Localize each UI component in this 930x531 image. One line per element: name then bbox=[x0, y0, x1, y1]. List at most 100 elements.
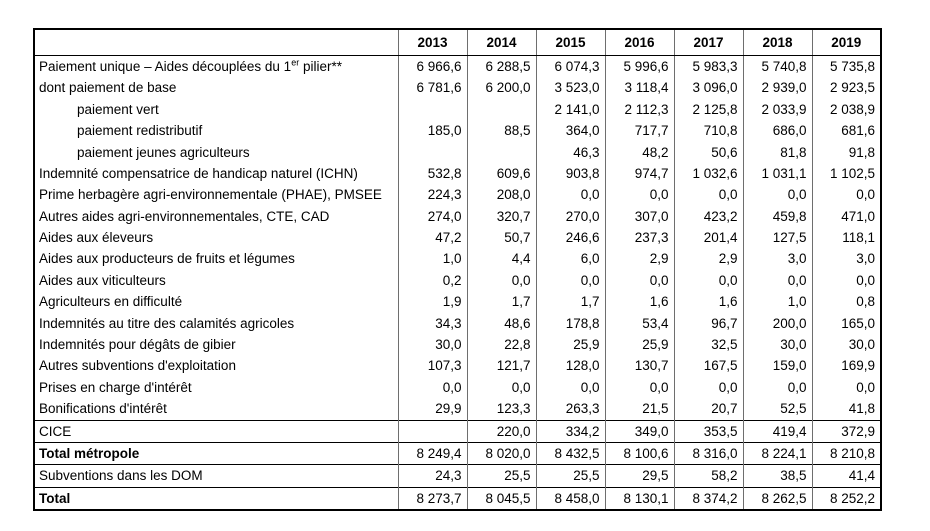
value-cell: 710,8 bbox=[673, 120, 743, 142]
value-cell: 22,8 bbox=[466, 334, 536, 356]
table-row: CICE 220,0 334,2 349,0 353,5 419,4 372,9 bbox=[34, 419, 881, 443]
value-cell: 3,0 bbox=[811, 248, 881, 270]
header-row: 2013 2014 2015 2016 2017 2018 2019 bbox=[34, 29, 881, 56]
value-cell: 96,7 bbox=[673, 312, 743, 335]
row-label-cell: paiement vert bbox=[77, 101, 159, 117]
value-cell: 8 316,0 bbox=[673, 442, 743, 465]
value-cell: 974,7 bbox=[604, 162, 674, 185]
table-row: Paiement unique – Aides découplées du 1e… bbox=[34, 55, 881, 78]
table-row: paiement redistributif 185,0 88,5 364,0 717,… bbox=[34, 120, 881, 142]
value-cell: 47,2 bbox=[397, 227, 467, 249]
value-cell bbox=[466, 98, 536, 121]
year-column-header: 2018 bbox=[742, 29, 812, 56]
value-cell: 532,8 bbox=[397, 162, 467, 185]
year-column-header: 2015 bbox=[535, 29, 605, 56]
value-cell: 34,3 bbox=[397, 312, 467, 335]
table-row: Indemnités au titre des calamités agrico… bbox=[34, 312, 881, 335]
value-cell: 2,9 bbox=[673, 248, 743, 270]
value-cell: 1 032,6 bbox=[673, 162, 743, 185]
table-row: paiement vert 2 141,0 2 112,3 2 125,8 2 033,… bbox=[34, 98, 881, 121]
value-cell: 1,0 bbox=[397, 248, 467, 270]
table-row: Agriculteurs en difficulté 1,9 1,7 1,7 1,6 1,… bbox=[34, 291, 881, 313]
value-cell: 320,7 bbox=[466, 205, 536, 228]
value-cell: 681,6 bbox=[811, 120, 881, 142]
value-cell: 41,8 bbox=[811, 398, 881, 421]
value-cell: 0,0 bbox=[811, 376, 881, 399]
value-cell: 6 288,5 bbox=[466, 55, 536, 78]
value-cell: 8 130,1 bbox=[604, 486, 674, 511]
value-cell: 46,3 bbox=[535, 141, 605, 163]
value-cell: 8 020,0 bbox=[466, 442, 536, 465]
value-cell: 2 923,5 bbox=[811, 77, 881, 99]
value-cell: 6 200,0 bbox=[466, 77, 536, 99]
value-cell: 123,3 bbox=[466, 398, 536, 421]
value-cell: 2 038,9 bbox=[811, 98, 881, 121]
table-row: Autres aides agri-environnementales, CTE… bbox=[34, 205, 881, 228]
row-label-cell: Indemnité compensatrice de handicap natu… bbox=[39, 165, 358, 181]
value-cell: 423,2 bbox=[673, 205, 743, 228]
value-cell: 118,1 bbox=[811, 227, 881, 249]
row-label-cell: Aides aux producteurs de fruits et légum… bbox=[39, 251, 295, 267]
value-cell: 29,9 bbox=[397, 398, 467, 421]
row-label-cell: Aides aux viticulteurs bbox=[39, 272, 166, 288]
corner-header-cell bbox=[34, 29, 398, 56]
value-cell: 349,0 bbox=[604, 419, 674, 443]
value-cell: 81,8 bbox=[742, 141, 812, 163]
table-row: Bonifications d'intérêt 29,9 123,3 263,3 21,… bbox=[34, 398, 881, 421]
value-cell: 4,4 bbox=[466, 248, 536, 270]
table-row: Aides aux éleveurs 47,2 50,7 246,6 237,3 201,… bbox=[34, 227, 881, 249]
value-cell: 1,6 bbox=[673, 291, 743, 313]
value-cell: 8 374,2 bbox=[673, 486, 743, 511]
value-cell: 717,7 bbox=[604, 120, 674, 142]
value-cell: 0,2 bbox=[397, 269, 467, 292]
value-cell: 2 141,0 bbox=[535, 98, 605, 121]
value-cell: 24,3 bbox=[397, 464, 467, 488]
year-column-header: 2019 bbox=[811, 29, 881, 56]
value-cell: 353,5 bbox=[673, 419, 743, 443]
table-row: Aides aux viticulteurs 0,2 0,0 0,0 0,0 0,0 0,0… bbox=[34, 269, 881, 292]
table-row: Prime herbagère agri-environnementale (P… bbox=[34, 184, 881, 206]
value-cell: 48,2 bbox=[604, 141, 674, 163]
value-cell: 8 432,5 bbox=[535, 442, 605, 465]
value-cell: 0,0 bbox=[397, 376, 467, 399]
value-cell: 0,0 bbox=[742, 184, 812, 206]
value-cell: 1 031,1 bbox=[742, 162, 812, 185]
row-label-cell: Prime herbagère agri-environnementale (P… bbox=[39, 187, 382, 203]
value-cell: 200,0 bbox=[742, 312, 812, 335]
value-cell: 1,6 bbox=[604, 291, 674, 313]
row-label-cell: Paiement unique – Aides découplées du 1e… bbox=[39, 57, 342, 74]
value-cell: 0,0 bbox=[604, 269, 674, 292]
value-cell: 88,5 bbox=[466, 120, 536, 142]
table-row: Prises en charge d'intérêt 0,0 0,0 0,0 0,0 0,… bbox=[34, 376, 881, 399]
value-cell: 5 740,8 bbox=[742, 55, 812, 78]
value-cell: 2 939,0 bbox=[742, 77, 812, 99]
value-cell: 0,0 bbox=[466, 376, 536, 399]
value-cell: 0,0 bbox=[535, 269, 605, 292]
value-cell: 50,7 bbox=[466, 227, 536, 249]
value-cell: 1,7 bbox=[466, 291, 536, 313]
value-cell: 8 045,5 bbox=[466, 486, 536, 511]
value-cell: 0,0 bbox=[604, 376, 674, 399]
value-cell: 6 074,3 bbox=[535, 55, 605, 78]
table-row: Indemnités pour dégâts de gibier 30,0 22,8… bbox=[34, 334, 881, 356]
value-cell: 6 966,6 bbox=[397, 55, 467, 78]
value-cell: 2,9 bbox=[604, 248, 674, 270]
value-cell: 8 273,7 bbox=[397, 486, 467, 511]
value-cell: 30,0 bbox=[811, 334, 881, 356]
value-cell: 167,5 bbox=[673, 355, 743, 377]
value-cell: 53,4 bbox=[604, 312, 674, 335]
value-cell: 5 996,6 bbox=[604, 55, 674, 78]
value-cell: 165,0 bbox=[811, 312, 881, 335]
row-label-cell: Agriculteurs en difficulté bbox=[39, 294, 183, 310]
value-cell: 48,6 bbox=[466, 312, 536, 335]
value-cell: 25,5 bbox=[466, 464, 536, 488]
value-cell: 246,6 bbox=[535, 227, 605, 249]
value-cell: 8 458,0 bbox=[535, 486, 605, 511]
row-label-cell: Prises en charge d'intérêt bbox=[39, 379, 192, 395]
value-cell: 8 100,6 bbox=[604, 442, 674, 465]
value-cell: 0,0 bbox=[673, 376, 743, 399]
value-cell: 364,0 bbox=[535, 120, 605, 142]
value-cell: 459,8 bbox=[742, 205, 812, 228]
table-row: Aides aux producteurs de fruits et légum… bbox=[34, 248, 881, 270]
value-cell: 30,0 bbox=[397, 334, 467, 356]
